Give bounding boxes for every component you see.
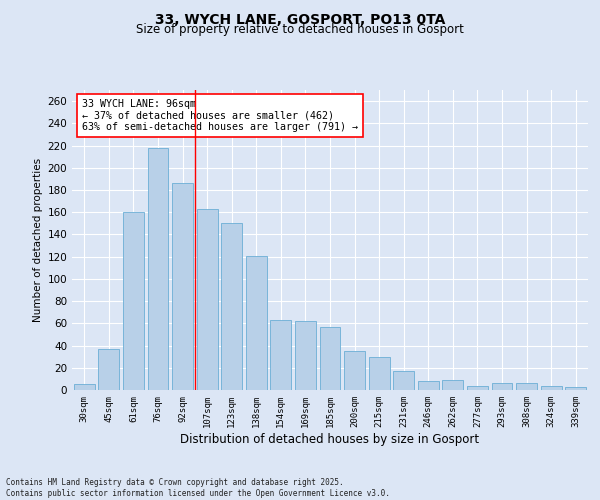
Bar	[491, 384, 512, 390]
Bar	[148, 148, 169, 390]
Bar	[221, 224, 242, 390]
Bar	[123, 212, 144, 390]
Y-axis label: Number of detached properties: Number of detached properties	[33, 158, 43, 322]
Bar	[467, 386, 488, 390]
Bar	[541, 386, 562, 390]
Bar	[344, 351, 365, 390]
Text: 33, WYCH LANE, GOSPORT, PO13 0TA: 33, WYCH LANE, GOSPORT, PO13 0TA	[155, 12, 445, 26]
Bar	[442, 380, 463, 390]
Bar	[98, 349, 119, 390]
Bar	[74, 384, 95, 390]
Text: Size of property relative to detached houses in Gosport: Size of property relative to detached ho…	[136, 22, 464, 36]
Bar	[393, 371, 414, 390]
Bar	[271, 320, 292, 390]
Bar	[320, 326, 340, 390]
Bar	[197, 209, 218, 390]
Text: Contains HM Land Registry data © Crown copyright and database right 2025.
Contai: Contains HM Land Registry data © Crown c…	[6, 478, 390, 498]
X-axis label: Distribution of detached houses by size in Gosport: Distribution of detached houses by size …	[181, 432, 479, 446]
Bar	[172, 184, 193, 390]
Bar	[418, 381, 439, 390]
Text: 33 WYCH LANE: 96sqm
← 37% of detached houses are smaller (462)
63% of semi-detac: 33 WYCH LANE: 96sqm ← 37% of detached ho…	[82, 99, 358, 132]
Bar	[368, 356, 389, 390]
Bar	[246, 256, 267, 390]
Bar	[565, 386, 586, 390]
Bar	[295, 321, 316, 390]
Bar	[516, 384, 537, 390]
